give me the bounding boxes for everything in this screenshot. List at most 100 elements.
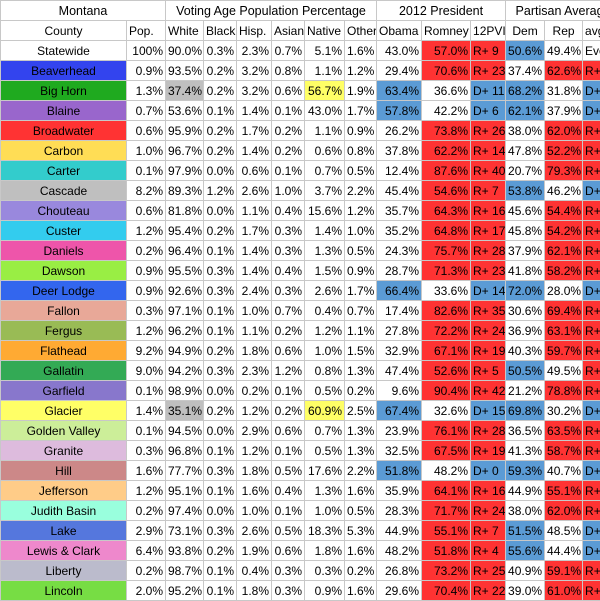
cell-romney: 55.1% [422, 521, 471, 541]
cell-black: 0.3% [204, 281, 237, 301]
cell-rep: 58.2% [545, 261, 583, 281]
cell-obama: 35.9% [377, 481, 422, 501]
cell-pvi: R+ 40 [471, 161, 506, 181]
header-native: Native [305, 21, 345, 41]
cell-native: 1.0% [305, 341, 345, 361]
cell-asian: 0.2% [272, 121, 305, 141]
cell-black: 0.2% [204, 341, 237, 361]
cell-romney: 42.2% [422, 101, 471, 121]
cell-avg: D+ 3 [583, 181, 600, 201]
cell-county: Daniels [1, 241, 127, 261]
cell-romney: 76.1% [422, 421, 471, 441]
cell-asian: 0.3% [272, 221, 305, 241]
cell-black: 0.2% [204, 121, 237, 141]
cell-asian: 0.3% [272, 281, 305, 301]
cell-white: 53.6% [166, 101, 204, 121]
cell-hisp: 0.4% [237, 561, 272, 581]
cell-native: 60.9% [305, 401, 345, 421]
cell-romney: 87.6% [422, 161, 471, 181]
cell-avg: D+ 9 [583, 461, 600, 481]
header-romney: Romney [422, 21, 471, 41]
cell-asian: 0.7% [272, 301, 305, 321]
cell-other: 1.6% [345, 581, 377, 601]
cell-romney: 71.3% [422, 261, 471, 281]
header-pop-: Pop. [127, 21, 166, 41]
cell-pvi: R+ 19 [471, 341, 506, 361]
cell-white: 92.6% [166, 281, 204, 301]
header-county: County [1, 21, 127, 41]
cell-pvi: R+ 23 [471, 61, 506, 81]
cell-county: Chouteau [1, 201, 127, 221]
cell-rep: 30.2% [545, 401, 583, 421]
cell-white: 95.2% [166, 581, 204, 601]
cell-pvi: R+ 4 [471, 541, 506, 561]
cell-asian: 0.3% [272, 561, 305, 581]
cell-white: 97.9% [166, 161, 204, 181]
cell-hisp: 1.4% [237, 141, 272, 161]
cell-hisp: 0.2% [237, 381, 272, 401]
cell-other: 1.6% [345, 481, 377, 501]
cell-dem: 21.2% [506, 381, 545, 401]
cell-obama: 43.0% [377, 41, 422, 61]
cell-white: 94.9% [166, 341, 204, 361]
cell-obama: 29.4% [377, 61, 422, 81]
header-obama: Obama [377, 21, 422, 41]
cell-asian: 0.5% [272, 461, 305, 481]
partisan-title: Partisan Average [506, 1, 600, 21]
cell-obama: 63.4% [377, 81, 422, 101]
cell-other: 2.2% [345, 181, 377, 201]
cell-hisp: 2.6% [237, 181, 272, 201]
cell-pop: 0.2% [127, 501, 166, 521]
cell-native: 0.7% [305, 161, 345, 181]
cell-rep: 62.6% [545, 61, 583, 81]
cell-pop: 0.1% [127, 381, 166, 401]
cell-county: Liberty [1, 561, 127, 581]
cell-rep: 61.0% [545, 581, 583, 601]
cell-black: 0.3% [204, 261, 237, 281]
cell-dem: 50.5% [506, 361, 545, 381]
cell-romney: 72.2% [422, 321, 471, 341]
cell-native: 1.2% [305, 321, 345, 341]
cell-black: 0.3% [204, 361, 237, 381]
cell-other: 1.1% [345, 321, 377, 341]
cell-asian: 0.4% [272, 481, 305, 501]
cell-obama: 26.8% [377, 561, 422, 581]
cell-pvi: R+ 19 [471, 441, 506, 461]
cell-native: 17.6% [305, 461, 345, 481]
cell-romney: 70.4% [422, 581, 471, 601]
cell-pop: 6.4% [127, 541, 166, 561]
cell-county: Cascade [1, 181, 127, 201]
cell-other: 0.9% [345, 261, 377, 281]
cell-pop: 0.7% [127, 101, 166, 121]
cell-native: 3.7% [305, 181, 345, 201]
cell-avg: R+ 0 [583, 361, 600, 381]
cell-white: 89.3% [166, 181, 204, 201]
cell-native: 0.3% [305, 561, 345, 581]
cell-obama: 47.4% [377, 361, 422, 381]
cell-asian: 0.1% [272, 441, 305, 461]
cell-romney: 54.6% [422, 181, 471, 201]
cell-dem: 62.1% [506, 101, 545, 121]
cell-county: Lincoln [1, 581, 127, 601]
cell-other: 0.8% [345, 141, 377, 161]
cell-avg: R+ 14 [583, 321, 600, 341]
cell-avg: R+ 13 [583, 61, 600, 81]
president-title: 2012 President [377, 1, 506, 21]
cell-county: Carter [1, 161, 127, 181]
cell-pvi: R+ 42 [471, 381, 506, 401]
cell-pvi: R+ 5 [471, 361, 506, 381]
cell-obama: 12.4% [377, 161, 422, 181]
cell-other: 1.0% [345, 221, 377, 241]
cell-hisp: 1.8% [237, 341, 272, 361]
cell-hisp: 2.3% [237, 361, 272, 381]
cell-asian: 0.2% [272, 141, 305, 161]
cell-asian: 0.5% [272, 521, 305, 541]
cell-dem: 38.0% [506, 501, 545, 521]
cell-romney: 32.6% [422, 401, 471, 421]
